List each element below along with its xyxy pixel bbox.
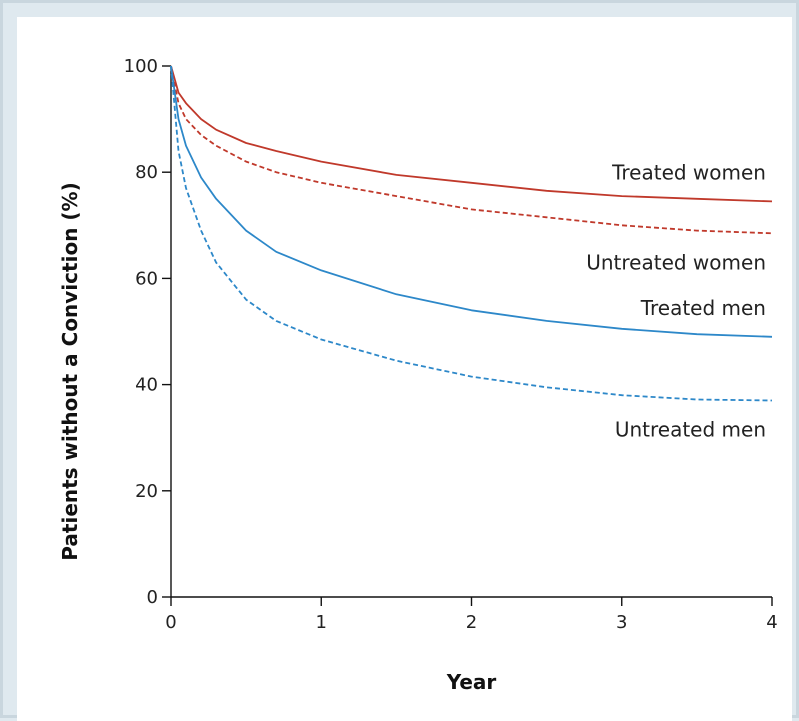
x-axis-title: Year	[446, 670, 497, 694]
x-tick-label: 0	[165, 612, 176, 633]
y-axis-title: Patients without a Conviction (%)	[58, 182, 82, 560]
curve-untreated-women	[170, 65, 773, 235]
series-label-untreated-men: Untreated men	[615, 418, 766, 442]
survival-chart: 0 20 40 60 80 100 0 1 2 3 4 Treated women Untreated…	[58, 56, 778, 694]
curve-treated-men	[170, 65, 773, 338]
series-label-untreated-women: Untreated women	[586, 250, 766, 274]
y-tick-label: 0	[147, 587, 158, 608]
curve-treated-women	[170, 65, 773, 203]
y-tick-label: 100	[124, 56, 158, 77]
y-tick-label: 20	[135, 481, 158, 502]
axes: 0 20 40 60 80 100 0 1 2 3 4	[124, 56, 778, 633]
y-tick-label: 40	[135, 375, 158, 396]
y-tick-label: 60	[135, 268, 158, 289]
x-tick-label: 1	[316, 612, 327, 633]
curves	[170, 65, 773, 402]
x-tick-label: 4	[766, 612, 777, 633]
series-labels: Treated women Untreated women Treated men U…	[586, 160, 766, 441]
x-tick-label: 3	[616, 612, 627, 633]
y-tick-label: 80	[135, 162, 158, 183]
series-label-treated-men: Treated men	[640, 296, 766, 320]
series-label-treated-women: Treated women	[611, 160, 766, 184]
x-tick-label: 2	[466, 612, 477, 633]
curve-untreated-men	[170, 65, 773, 402]
figure-panel: 0 20 40 60 80 100 0 1 2 3 4 Treated women Untreated…	[17, 17, 792, 721]
